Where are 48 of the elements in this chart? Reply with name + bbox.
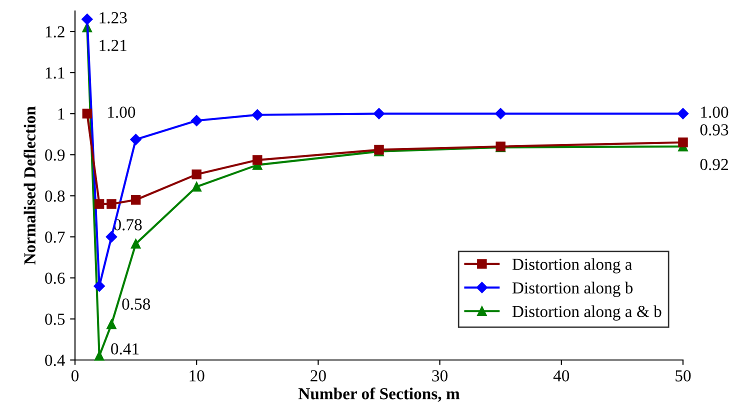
- point: [190, 115, 202, 126]
- data-label: 0.41: [111, 343, 139, 355]
- point: [106, 231, 118, 242]
- data-label: 0.93: [700, 124, 728, 136]
- y-tick-label: 0.9: [45, 149, 65, 161]
- point: [94, 280, 105, 292]
- data-label: 0.92: [700, 158, 728, 170]
- x-tick-label: 50: [676, 370, 691, 382]
- y-tick-label: 1: [58, 108, 64, 120]
- point: [373, 108, 385, 120]
- x-tick-label: 10: [190, 370, 204, 382]
- y-tick-label: 1.1: [46, 67, 64, 79]
- y-tick-label: 0.5: [45, 314, 65, 325]
- y-tick-label: 0.4: [45, 354, 66, 366]
- point: [130, 238, 141, 249]
- y-tick-label: 0.6: [45, 272, 65, 284]
- x-axis-title: Number of Sections, m: [298, 387, 460, 402]
- x-tick-label: 0: [71, 370, 79, 382]
- y-tick-label: 1.2: [46, 26, 64, 38]
- point: [192, 170, 202, 180]
- point: [82, 14, 93, 25]
- point: [130, 134, 142, 146]
- y-tick-label: 0.8: [45, 190, 65, 202]
- point: [252, 155, 262, 165]
- x-tick-label: 20: [310, 370, 326, 382]
- legend-label: Distortion along b: [512, 282, 633, 297]
- data-label: 1.21: [100, 40, 126, 52]
- y-axis-title: Normalised Deflection: [24, 106, 36, 265]
- data-label: 1.00: [701, 106, 728, 118]
- legend-label: Distortion along a: [512, 258, 632, 274]
- data-label: 0.58: [122, 298, 150, 310]
- point: [106, 319, 116, 330]
- data-label: 1.00: [108, 106, 136, 118]
- legend-label: Distortion along a & b: [512, 305, 662, 321]
- point: [252, 109, 264, 120]
- point: [82, 108, 92, 119]
- y-tick-label: 0.7: [45, 232, 65, 243]
- point: [94, 351, 104, 361]
- x-tick-label: 30: [432, 370, 448, 382]
- point: [192, 182, 202, 192]
- point: [494, 108, 506, 120]
- point: [678, 138, 688, 148]
- data-label: 1.23: [100, 12, 127, 24]
- x-tick-label: 40: [553, 370, 570, 382]
- point: [677, 108, 689, 120]
- point: [106, 199, 116, 209]
- point: [94, 199, 104, 209]
- point: [130, 195, 141, 205]
